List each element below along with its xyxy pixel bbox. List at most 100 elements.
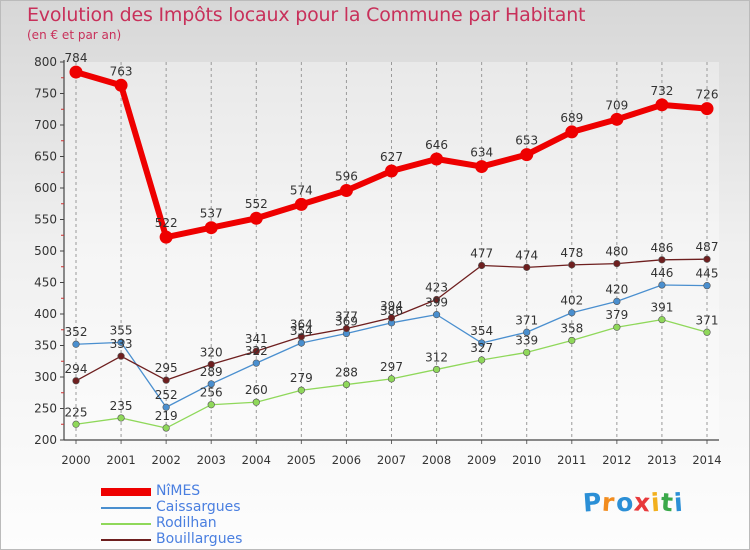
data-point — [478, 356, 486, 364]
data-point — [114, 78, 128, 92]
chart-title: Evolution des Impôts locaux pour la Comm… — [27, 4, 586, 26]
data-label: 219 — [155, 409, 178, 423]
data-label: 709 — [605, 98, 628, 112]
data-label: 252 — [155, 388, 178, 402]
data-point — [117, 414, 125, 422]
data-point — [162, 424, 170, 432]
data-label: 322 — [245, 344, 268, 358]
data-label: 339 — [515, 333, 538, 347]
data-point — [703, 282, 711, 290]
data-point — [207, 380, 215, 388]
data-point — [478, 339, 486, 347]
data-point — [610, 112, 624, 126]
x-tick-label: 2003 — [197, 453, 226, 467]
data-label: 288 — [335, 366, 358, 380]
data-point — [297, 386, 305, 394]
x-tick-label: 2010 — [512, 453, 541, 467]
data-point — [339, 184, 353, 198]
data-label: 537 — [200, 207, 223, 221]
y-tick-label: 200 — [34, 433, 57, 447]
x-tick-label: 2002 — [152, 453, 181, 467]
data-label: 627 — [380, 150, 403, 164]
data-label: 763 — [110, 64, 133, 78]
data-label: 320 — [200, 345, 223, 359]
data-point — [700, 102, 714, 116]
data-label: 634 — [470, 146, 493, 160]
data-label: 574 — [290, 183, 313, 197]
y-tick-label: 700 — [34, 118, 57, 132]
data-label: 354 — [290, 324, 313, 338]
data-label: 596 — [335, 170, 358, 184]
data-label: 474 — [515, 248, 538, 262]
y-tick-label: 300 — [34, 370, 57, 384]
logo-letter: o — [614, 487, 635, 518]
data-label: 402 — [560, 294, 583, 308]
legend-swatch — [101, 539, 151, 541]
data-label: 784 — [65, 51, 88, 65]
data-label: 445 — [696, 267, 719, 281]
data-point — [478, 261, 486, 270]
data-label: 294 — [65, 362, 88, 376]
data-point — [658, 281, 666, 289]
x-tick-label: 2008 — [422, 453, 451, 467]
data-label: 446 — [650, 266, 673, 280]
data-point — [252, 398, 260, 406]
data-point — [432, 295, 441, 304]
x-tick-label: 2006 — [332, 453, 361, 467]
data-label: 423 — [425, 281, 448, 295]
data-point — [703, 255, 711, 263]
data-label: 355 — [110, 323, 133, 337]
data-label: 354 — [470, 324, 493, 338]
x-tick-label: 2013 — [647, 453, 676, 467]
data-point — [252, 359, 260, 367]
data-point — [72, 420, 80, 428]
legend-swatch — [101, 488, 151, 496]
data-point — [387, 375, 396, 383]
data-point — [613, 297, 621, 306]
data-point — [432, 365, 441, 374]
legend-label: Caissargues — [156, 499, 241, 515]
logo-letter: P — [582, 487, 604, 518]
data-point — [568, 336, 576, 345]
data-label: 420 — [605, 282, 628, 296]
y-tick-label: 750 — [34, 87, 57, 101]
data-label: 327 — [470, 341, 493, 355]
data-label: 369 — [335, 315, 358, 329]
data-label: 297 — [380, 360, 403, 374]
data-label: 480 — [605, 245, 628, 259]
data-label: 379 — [605, 308, 628, 322]
y-tick-label: 650 — [34, 150, 57, 164]
data-label: 487 — [696, 240, 719, 254]
x-tick-label: 2005 — [287, 453, 316, 467]
data-point — [523, 263, 531, 271]
data-point — [117, 352, 125, 360]
data-point — [613, 323, 621, 331]
legend-label: Rodilhan — [156, 515, 217, 531]
data-point — [72, 377, 80, 385]
data-point — [655, 98, 669, 112]
data-label: 225 — [65, 405, 88, 419]
data-label: 341 — [245, 332, 268, 346]
data-label: 371 — [696, 313, 719, 327]
x-tick-label: 2012 — [602, 453, 631, 467]
data-point — [207, 401, 215, 409]
data-point — [297, 333, 305, 341]
x-tick-label: 2004 — [242, 453, 271, 467]
y-tick-label: 600 — [34, 181, 57, 195]
data-point — [523, 328, 531, 336]
data-point — [568, 261, 576, 269]
data-label: 235 — [110, 399, 133, 413]
data-point — [430, 152, 444, 166]
data-label: 486 — [650, 241, 673, 255]
data-point — [252, 347, 260, 355]
data-label: 386 — [380, 304, 403, 318]
data-point — [613, 260, 621, 268]
data-point — [249, 211, 263, 225]
data-point — [342, 324, 351, 333]
data-label: 552 — [245, 197, 268, 211]
data-label: 689 — [560, 111, 583, 125]
data-label: 279 — [290, 371, 313, 385]
chart-subtitle: (en € et par an) — [27, 28, 122, 42]
